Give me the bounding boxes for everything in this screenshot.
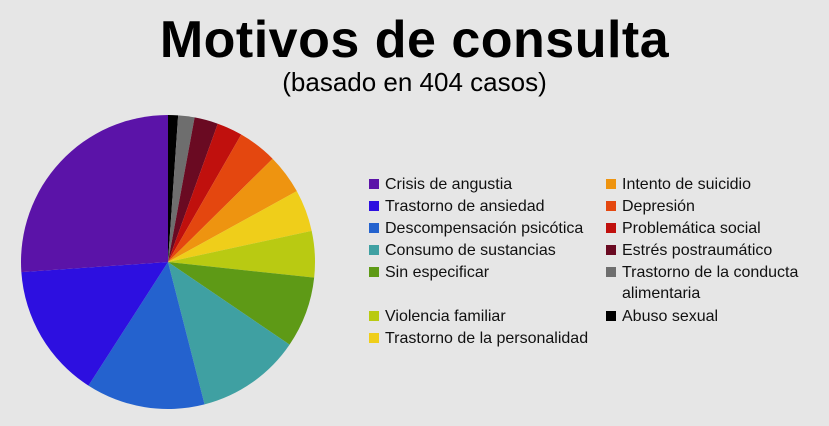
- chart-subtitle: (basado en 404 casos): [282, 67, 547, 97]
- legend-swatch: [606, 179, 616, 189]
- legend-label: Descompensación psicótica: [385, 220, 584, 237]
- legend-label: Violencia familiar: [385, 308, 506, 325]
- pie-slice-4: [168, 134, 273, 262]
- legend-label: Intento de suicidio: [622, 176, 751, 193]
- legend-swatch: [369, 201, 379, 211]
- legend-swatch: [369, 179, 379, 189]
- legend-swatch: [369, 245, 379, 255]
- pie-slice-3: [168, 123, 242, 262]
- pie-slice-12: [20, 115, 168, 273]
- legend-swatch: [606, 267, 616, 277]
- pie-slice-2: [168, 117, 218, 263]
- legend-label: Depresión: [622, 198, 695, 215]
- pie-slice-9: [168, 262, 290, 405]
- chart-title: Motivos de consulta: [159, 11, 670, 69]
- legend-label: Abuso sexual: [622, 308, 719, 325]
- pie-slice-1: [168, 115, 195, 262]
- pie-slice-0: [168, 115, 179, 262]
- legend-label: Crisis de angustia: [385, 176, 513, 193]
- pie-slice-5: [168, 158, 297, 262]
- legend-label: Trastorno de la conducta alimentaria: [622, 264, 799, 302]
- legend-swatch: [369, 267, 379, 277]
- legend-label: Trastorno de ansiedad: [385, 198, 545, 215]
- legend-swatch: [369, 223, 379, 233]
- legend-swatch: [369, 311, 379, 321]
- legend-swatch: [606, 223, 616, 233]
- legend-label: Problemática social: [622, 220, 761, 237]
- pie-slice-6: [168, 191, 312, 262]
- legend-label: Consumo de sustancias: [385, 242, 556, 259]
- legend-swatch: [369, 333, 379, 343]
- pie-slice-10: [88, 262, 205, 409]
- legend-label: Sin especificar: [385, 264, 490, 281]
- legend-label: Trastorno de la personalidad: [385, 330, 589, 347]
- pie-slice-7: [168, 230, 315, 278]
- legend-swatch: [606, 311, 616, 321]
- legend-swatch: [606, 245, 616, 255]
- legend-swatch: [606, 201, 616, 211]
- pie-slice-8: [168, 262, 315, 345]
- pie-slice-11: [21, 262, 168, 386]
- legend-label: Estrés postraumático: [622, 242, 773, 259]
